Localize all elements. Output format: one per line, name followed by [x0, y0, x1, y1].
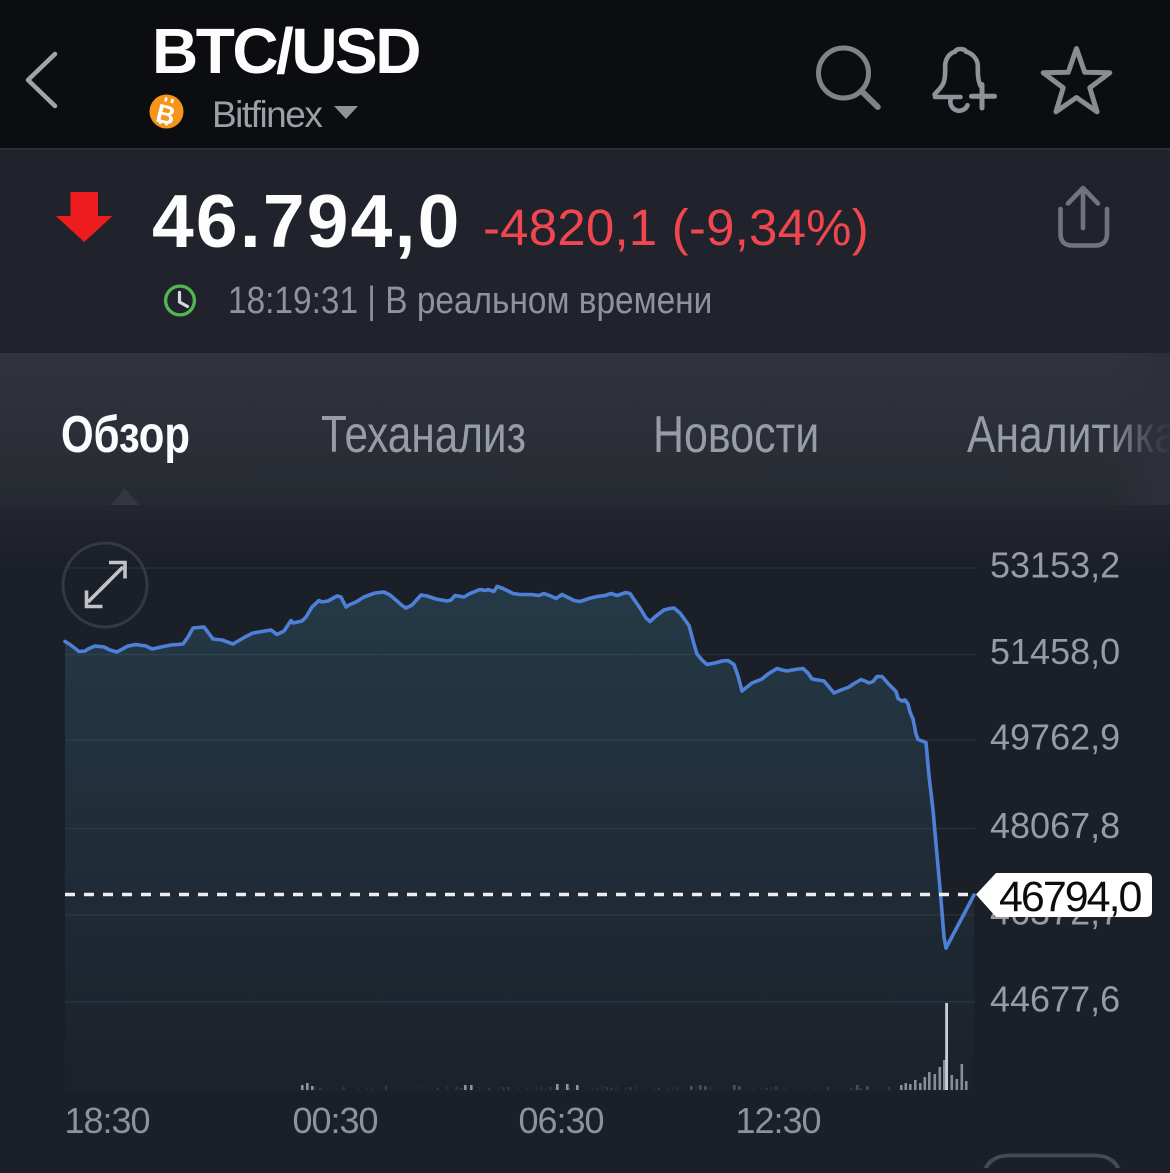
svg-text:18:30: 18:30: [64, 1100, 149, 1141]
svg-text:53153,2: 53153,2: [990, 545, 1120, 586]
svg-text:12:30: 12:30: [735, 1100, 820, 1141]
svg-text:00:30: 00:30: [292, 1100, 377, 1141]
svg-text:46794,0: 46794,0: [999, 873, 1142, 921]
svg-text:49762,9: 49762,9: [990, 717, 1120, 758]
svg-text:44677,6: 44677,6: [990, 979, 1120, 1020]
svg-text:06:30: 06:30: [518, 1100, 603, 1141]
svg-text:51458,0: 51458,0: [990, 631, 1120, 672]
svg-text:48067,8: 48067,8: [990, 805, 1120, 846]
